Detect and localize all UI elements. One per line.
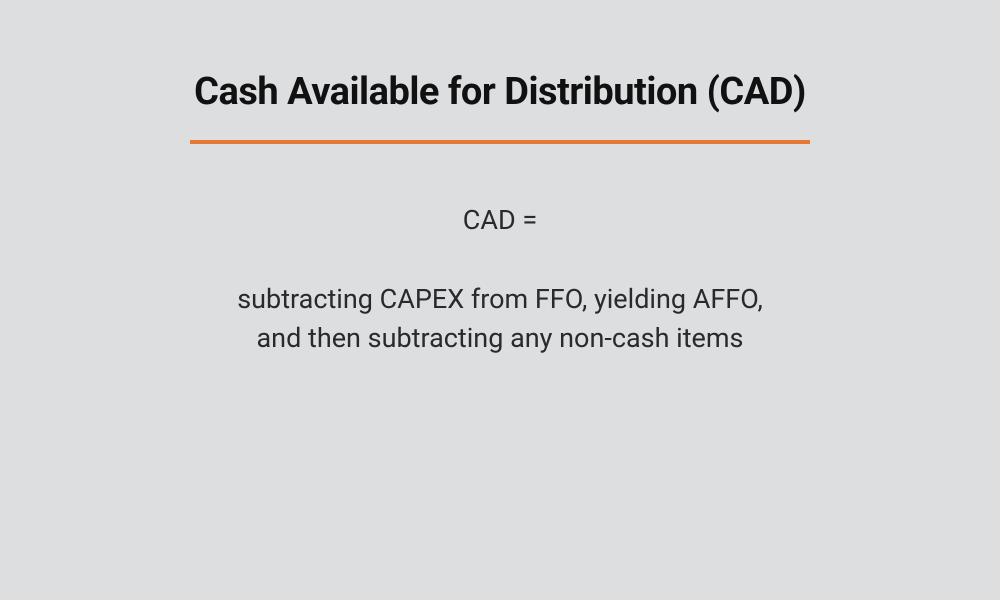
page-title: Cash Available for Distribution (CAD) [194, 70, 806, 114]
formula-line-1: subtracting CAPEX from FFO, yielding AFF… [237, 283, 763, 315]
formula-body: subtracting CAPEX from FFO, yielding AFF… [237, 280, 763, 358]
formula-line-2: and then subtracting any non-cash items [257, 322, 744, 354]
title-divider [190, 140, 810, 144]
formula-label: CAD = [463, 204, 537, 236]
